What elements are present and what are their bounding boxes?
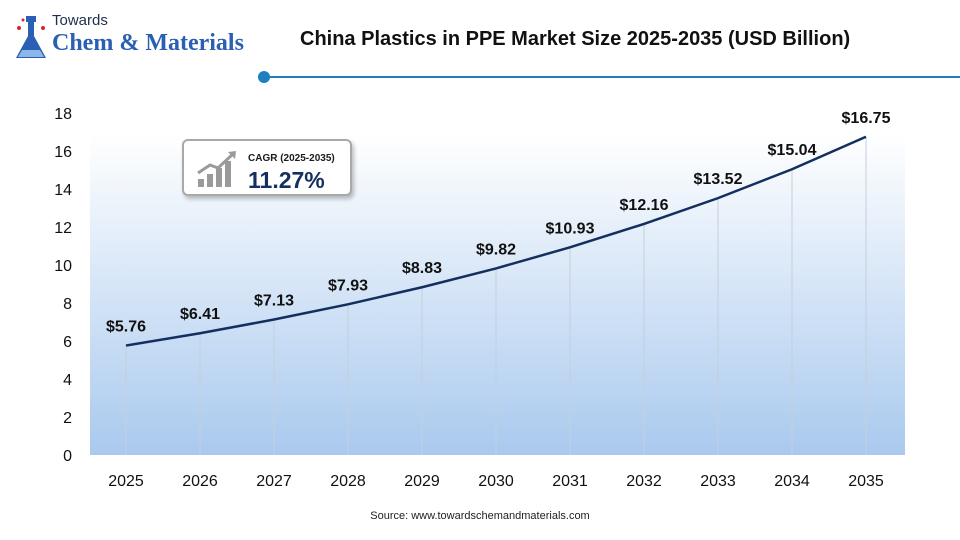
series-line <box>125 135 867 347</box>
x-tick-label: 2028 <box>330 473 366 490</box>
page-title: China Plastics in PPE Market Size 2025-2… <box>300 28 851 50</box>
data-label-2025: $5.76 <box>106 319 146 336</box>
y-tick-label: 10 <box>54 258 72 275</box>
x-tick-label: 2033 <box>700 473 736 490</box>
cagr-label: CAGR (2025-2035) <box>248 153 335 164</box>
data-label-2029: $8.83 <box>402 260 442 277</box>
y-tick-label: 12 <box>54 220 72 237</box>
flask-icon <box>16 16 46 58</box>
data-label-2028: $7.93 <box>328 277 368 294</box>
x-tick-label: 2029 <box>404 473 440 490</box>
y-tick-label: 16 <box>54 144 72 161</box>
y-tick-label: 0 <box>63 448 72 465</box>
cagr-box: CAGR (2025-2035) 11.27% <box>182 139 352 196</box>
data-label-2034: $15.04 <box>768 142 817 159</box>
data-label-2031: $10.93 <box>546 220 595 237</box>
y-tick-label: 18 <box>54 106 72 123</box>
data-label-2027: $7.13 <box>254 293 294 310</box>
logo-main-text: Chem & Materials <box>52 30 244 56</box>
x-tick-label: 2031 <box>552 473 588 490</box>
data-label-2026: $6.41 <box>180 306 220 323</box>
data-label-2033: $13.52 <box>694 171 743 188</box>
x-tick-label: 2032 <box>626 473 662 490</box>
y-tick-label: 14 <box>54 182 72 199</box>
data-label-2030: $9.82 <box>476 241 516 258</box>
data-label-2032: $12.16 <box>620 197 669 214</box>
logo: Towards Chem & Materials <box>14 8 254 66</box>
x-tick-label: 2034 <box>774 473 810 490</box>
x-tick-label: 2027 <box>256 473 292 490</box>
x-tick-label: 2025 <box>108 473 144 490</box>
y-tick-label: 2 <box>63 410 72 427</box>
header-divider-dot <box>258 71 270 83</box>
x-tick-label: 2035 <box>848 473 884 490</box>
data-label-2035: $16.75 <box>842 110 891 127</box>
source-note: Source: www.towardschemandmaterials.com <box>370 510 590 522</box>
y-tick-label: 4 <box>63 372 72 389</box>
logo-top-text: Towards <box>52 12 108 29</box>
y-tick-label: 6 <box>63 334 72 351</box>
x-tick-label: 2026 <box>182 473 218 490</box>
cagr-value: 11.27% <box>248 167 325 193</box>
growth-chart-icon <box>197 151 236 187</box>
header-divider <box>265 76 960 78</box>
y-tick-label: 8 <box>63 296 72 313</box>
x-tick-label: 2030 <box>478 473 514 490</box>
